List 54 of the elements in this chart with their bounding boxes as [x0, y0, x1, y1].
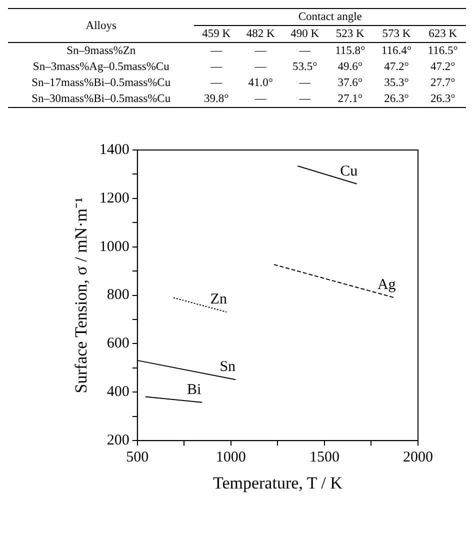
- text: 37.6°: [338, 77, 362, 89]
- y-tick-label: 600: [106, 336, 130, 352]
- text: 39.8°: [204, 93, 229, 105]
- text: 47.2°: [384, 61, 409, 73]
- category-label: 482 K: [238, 26, 283, 42]
- text: —: [299, 93, 311, 105]
- y-tick-label: 1000: [99, 238, 130, 255]
- x-tick-label: 2000: [403, 450, 433, 466]
- y-tick-label: 400: [106, 384, 130, 400]
- x-tick-label: 1500: [309, 450, 340, 466]
- category-label: Sn–30mass%Bi–0.5mass%Cu: [32, 93, 171, 105]
- text: 47.2°: [430, 61, 456, 73]
- category-label: 573 K: [373, 26, 420, 42]
- x-tick-label: 1000: [216, 450, 246, 466]
- category-label: 490 K: [282, 26, 327, 42]
- y-tick-label: 1400: [99, 142, 130, 158]
- series-label: Cu: [340, 163, 358, 180]
- text: 53.5°: [292, 61, 318, 73]
- text: 35.3°: [384, 77, 409, 89]
- text: 26.3°: [384, 93, 409, 105]
- category-label: Sn–9mass%Zn: [66, 45, 136, 57]
- category-label: Sn–3mass%Ag–0.5mass%Cu: [32, 61, 170, 73]
- y-tick-label: 1200: [99, 190, 130, 206]
- series-label: Ag: [377, 277, 396, 294]
- text: 49.6°: [338, 61, 362, 73]
- text: Alloys: [8, 8, 194, 42]
- series-label: Zn: [210, 291, 228, 308]
- text: 116.5°: [428, 45, 458, 57]
- text: —: [299, 45, 311, 57]
- text: —: [210, 77, 222, 89]
- series-label: Sn: [220, 359, 236, 376]
- text: —: [254, 61, 266, 73]
- text: 26.3°: [430, 93, 456, 105]
- x-axis-title: Temperature, T / K: [212, 473, 344, 492]
- text: 41.0°: [248, 77, 273, 89]
- y-axis-title: Surface Tension, σ / mN·m⁻¹: [72, 197, 91, 394]
- text: 27.1°: [338, 93, 362, 105]
- text: —: [210, 45, 222, 57]
- text: —: [299, 77, 311, 89]
- y-tick-label: 200: [106, 432, 130, 449]
- series-label: Bi: [187, 382, 202, 398]
- x-tick-label: 500: [126, 450, 149, 466]
- category-label: 523 K: [326, 26, 374, 42]
- text: —: [210, 61, 222, 73]
- category-label: 623 K: [420, 26, 466, 42]
- text: 116.4°: [381, 45, 412, 57]
- text: —: [254, 45, 266, 57]
- text: 115.8°: [335, 45, 366, 57]
- y-tick-label: 800: [106, 287, 130, 304]
- category-label: Sn–17mass%Bi–0.5mass%Cu: [32, 77, 171, 89]
- text: 27.7°: [430, 77, 456, 89]
- text: Contact angle: [194, 8, 466, 26]
- text: —: [254, 93, 266, 105]
- category-label: 459 K: [194, 26, 238, 42]
